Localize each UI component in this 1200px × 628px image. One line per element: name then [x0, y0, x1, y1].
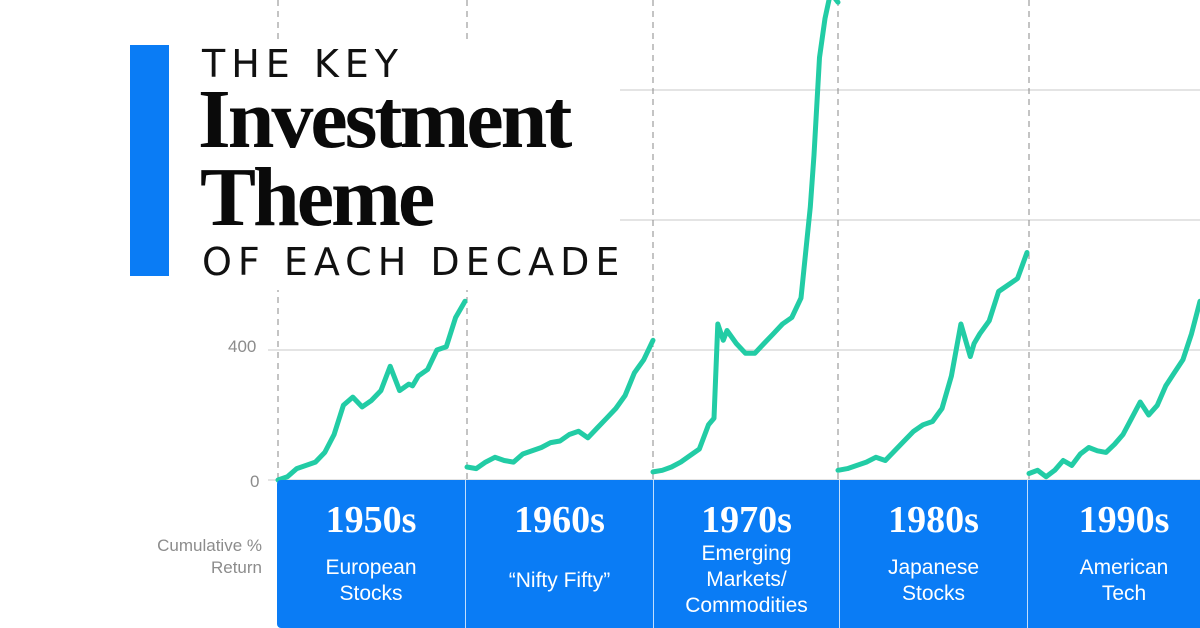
y-tick-0: 0	[250, 472, 260, 491]
decade-label-1970s: 1970s	[701, 499, 792, 541]
decade-1970s: 1970s Emerging Markets/ Commodities	[654, 480, 839, 628]
y-axis-label: Cumulative % Return	[157, 536, 262, 577]
series-line-1980s	[835, 250, 1030, 473]
decade-1990s: 1990s American Tech	[1028, 480, 1200, 628]
series-line-1950s	[275, 298, 468, 483]
decade-1980s: 1980s Japanese Stocks	[840, 480, 1027, 628]
decade-label-1980s: 1980s	[888, 499, 979, 541]
title-line-4: OF EACH DECADE	[202, 240, 626, 284]
decade-band	[277, 480, 1200, 628]
theme-label-1950s: European Stocks	[325, 556, 417, 605]
series-line-1970s	[650, 0, 841, 475]
title-accent-bar	[130, 45, 169, 276]
decade-separator	[839, 480, 840, 628]
decade-separator	[465, 480, 466, 628]
decade-label-1960s: 1960s	[514, 499, 605, 541]
theme-label-1970s: Emerging Markets/ Commodities	[685, 542, 808, 617]
title-line-1: THE KEY	[202, 42, 405, 86]
series-lines	[275, 0, 1200, 483]
decade-separator	[653, 480, 654, 628]
y-tick-400: 400	[228, 337, 257, 356]
theme-label-1980s: Japanese Stocks	[887, 556, 980, 605]
decade-label-1950s: 1950s	[325, 499, 417, 541]
theme-label-1960s: “Nifty Fifty”	[508, 569, 611, 592]
series-line-1990s	[1026, 298, 1200, 480]
title-line-2: Investment	[198, 73, 572, 166]
decade-label-1990s: 1990s	[1078, 499, 1170, 541]
title-block: THE KEY Investment Theme OF EACH DECADE	[194, 40, 620, 290]
theme-label-1990s: American Tech	[1079, 556, 1169, 605]
series-line-1960s	[464, 337, 656, 472]
title-line-3: Theme	[200, 151, 435, 244]
decade-1960s: 1960s “Nifty Fifty”	[466, 480, 653, 628]
decade-1950s: 1950s European Stocks	[277, 480, 465, 628]
decade-separator	[1027, 480, 1028, 628]
